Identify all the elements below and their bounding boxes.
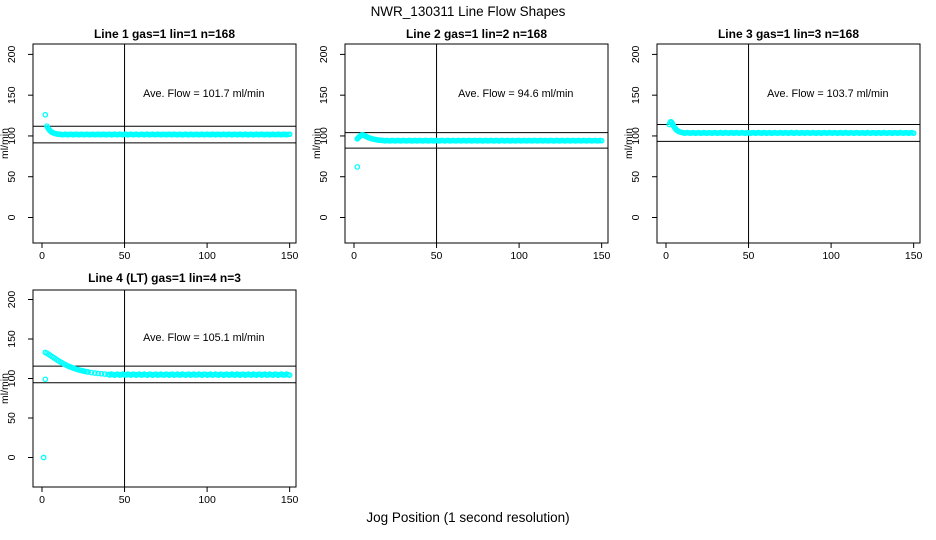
plot-box: [656, 43, 921, 244]
subplot-title: Line 4 (LT) gas=1 lin=4 n=3: [88, 271, 241, 285]
y-tick-label: 200: [318, 45, 330, 63]
y-tick-label: 0: [630, 214, 642, 220]
data-point: [286, 131, 293, 138]
x-tick-label: 0: [351, 250, 357, 262]
data-point: [101, 371, 108, 377]
y-axis-label: ml/min: [312, 128, 323, 159]
y-tick-label: 100: [318, 127, 330, 145]
outlier-point: [42, 111, 49, 118]
y-tick-label: 50: [318, 171, 330, 183]
outlier-point: [354, 164, 361, 170]
y-tick-label: 150: [6, 86, 18, 104]
x-tick-label: 100: [510, 250, 528, 262]
x-tick-label: 50: [743, 250, 755, 262]
ave-flow-annotation: Ave. Flow = 105.1 ml/min: [143, 332, 264, 344]
x-tick-label: 50: [119, 494, 131, 506]
x-tick-label: 100: [822, 250, 840, 262]
data-point: [598, 137, 605, 144]
subplot-title: Line 2 gas=1 lin=2 n=168: [406, 27, 547, 41]
y-tick-label: 200: [630, 45, 642, 63]
subplot-title: Line 1 gas=1 lin=1 n=168: [94, 27, 235, 41]
plot-box: [344, 43, 609, 244]
y-axis-label: ml/min: [624, 128, 635, 159]
x-tick-label: 100: [198, 494, 216, 506]
y-tick-label: 200: [6, 45, 18, 63]
y-tick-label: 150: [318, 86, 330, 104]
y-tick-label: 0: [318, 214, 330, 220]
y-tick-label: 100: [6, 127, 18, 145]
x-tick-label: 150: [905, 250, 923, 262]
subplot-line-3: Line 3 gas=1 lin=3 n=168 0 50 100 150 0 50 100 1…: [624, 27, 923, 262]
y-tick-label: 50: [630, 171, 642, 183]
subplot-title: Line 3 gas=1 lin=3 n=168: [718, 27, 859, 41]
data-point: [88, 369, 95, 376]
x-tick-label: 150: [281, 494, 299, 506]
plot-box: [32, 289, 297, 488]
x-tick-label: 150: [593, 250, 611, 262]
x-tick-label: 50: [119, 250, 131, 262]
y-axis-label: ml/min: [0, 373, 11, 404]
x-tick-label: 0: [39, 494, 45, 506]
y-tick-label: 100: [630, 127, 642, 145]
outlier-point: [42, 376, 49, 383]
y-tick-label: 200: [6, 291, 18, 309]
x-tick-label: 0: [39, 250, 45, 262]
data-point: [85, 369, 92, 375]
plot-box: [32, 43, 297, 244]
data-point: [910, 130, 917, 137]
x-tick-label: 150: [281, 250, 299, 262]
subplot-line-4: Line 4 (LT) gas=1 lin=4 n=3 0 50 100 150 0 50 1…: [0, 271, 299, 506]
x-tick-label: 50: [431, 250, 443, 262]
x-tick-label: 0: [663, 250, 669, 262]
y-tick-label: 50: [6, 171, 18, 183]
data-point: [98, 370, 105, 377]
y-tick-label: 150: [6, 330, 18, 348]
subplot-line-2: Line 2 gas=1 lin=2 n=168 0 50 100 150 0 50 100 1…: [312, 27, 611, 262]
main-title: NWR_130311 Line Flow Shapes: [370, 4, 566, 19]
y-tick-label: 50: [6, 412, 18, 424]
ave-flow-annotation: Ave. Flow = 101.7 ml/min: [143, 88, 264, 100]
ave-flow-annotation: Ave. Flow = 94.6 ml/min: [458, 88, 573, 100]
y-tick-label: 0: [6, 214, 18, 220]
x-tick-label: 100: [198, 250, 216, 262]
subplot-line-1: Line 1 gas=1 lin=1 n=168 0 50 100 150 0 50 100 1…: [0, 27, 299, 262]
data-point: [91, 370, 98, 376]
outlier-point: [40, 454, 47, 461]
y-tick-label: 100: [6, 370, 18, 388]
ave-flow-annotation: Ave. Flow = 103.7 ml/min: [767, 88, 888, 100]
data-point: [286, 372, 293, 378]
y-axis-label: ml/min: [0, 128, 11, 159]
x-axis-label: Jog Position (1 second resolution): [366, 510, 570, 525]
data-point: [95, 370, 101, 377]
y-tick-label: 0: [6, 454, 18, 460]
y-tick-label: 150: [630, 86, 642, 104]
